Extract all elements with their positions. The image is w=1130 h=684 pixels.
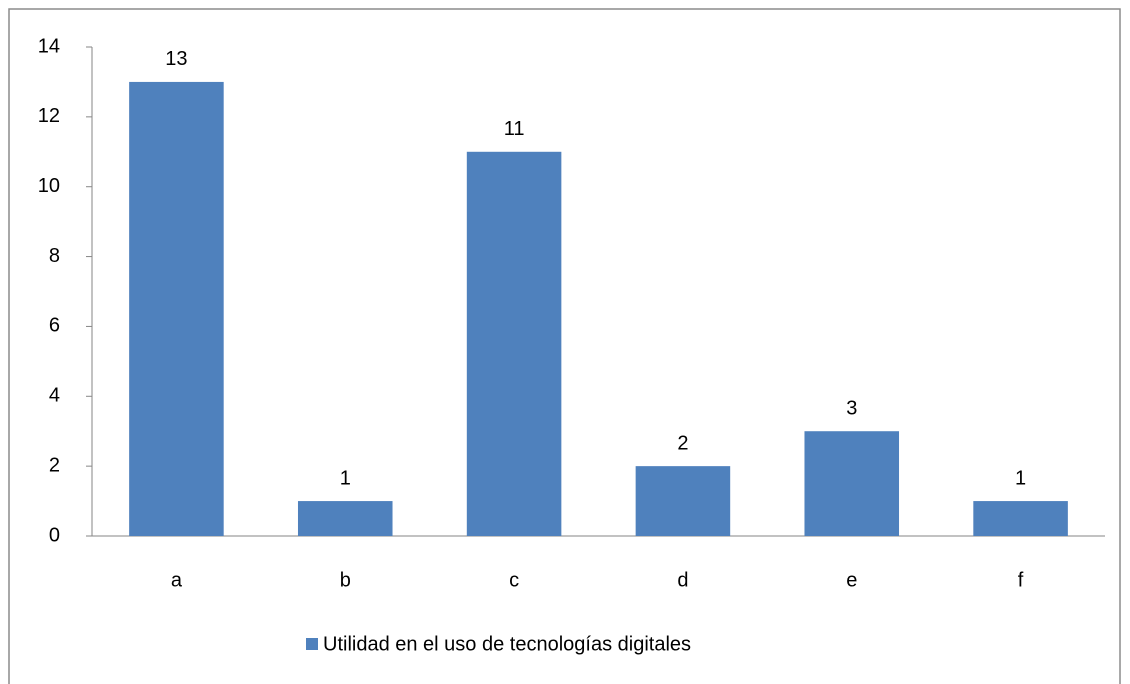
y-tick-label: 10 xyxy=(38,175,60,197)
data-label: 1 xyxy=(340,467,351,489)
y-tick-label: 14 xyxy=(38,35,60,57)
bar xyxy=(297,501,393,536)
data-label: 1 xyxy=(1015,467,1026,489)
y-tick-label: 8 xyxy=(49,245,60,267)
data-label: 13 xyxy=(165,48,187,70)
x-tick-label: c xyxy=(509,569,519,591)
bar xyxy=(129,81,224,536)
data-label: 11 xyxy=(504,118,525,140)
y-tick-label: 6 xyxy=(49,315,60,337)
y-tick-label: 4 xyxy=(49,385,60,407)
bar xyxy=(635,466,731,536)
legend-label: Utilidad en el uso de tecnologías digita… xyxy=(323,633,691,655)
data-label: 2 xyxy=(677,432,688,454)
bar xyxy=(466,151,562,537)
y-tick-label: 0 xyxy=(49,524,60,546)
x-tick-label: a xyxy=(171,569,183,591)
x-tick-label: f xyxy=(1018,569,1024,591)
y-tick-label: 12 xyxy=(38,105,60,127)
legend-swatch xyxy=(306,638,318,650)
x-tick-label: e xyxy=(846,569,857,591)
data-label: 3 xyxy=(846,397,857,419)
x-tick-label: b xyxy=(340,569,351,591)
bar xyxy=(804,431,900,536)
y-tick-label: 2 xyxy=(49,454,60,476)
bar xyxy=(973,501,1068,536)
x-tick-label: d xyxy=(677,569,688,591)
